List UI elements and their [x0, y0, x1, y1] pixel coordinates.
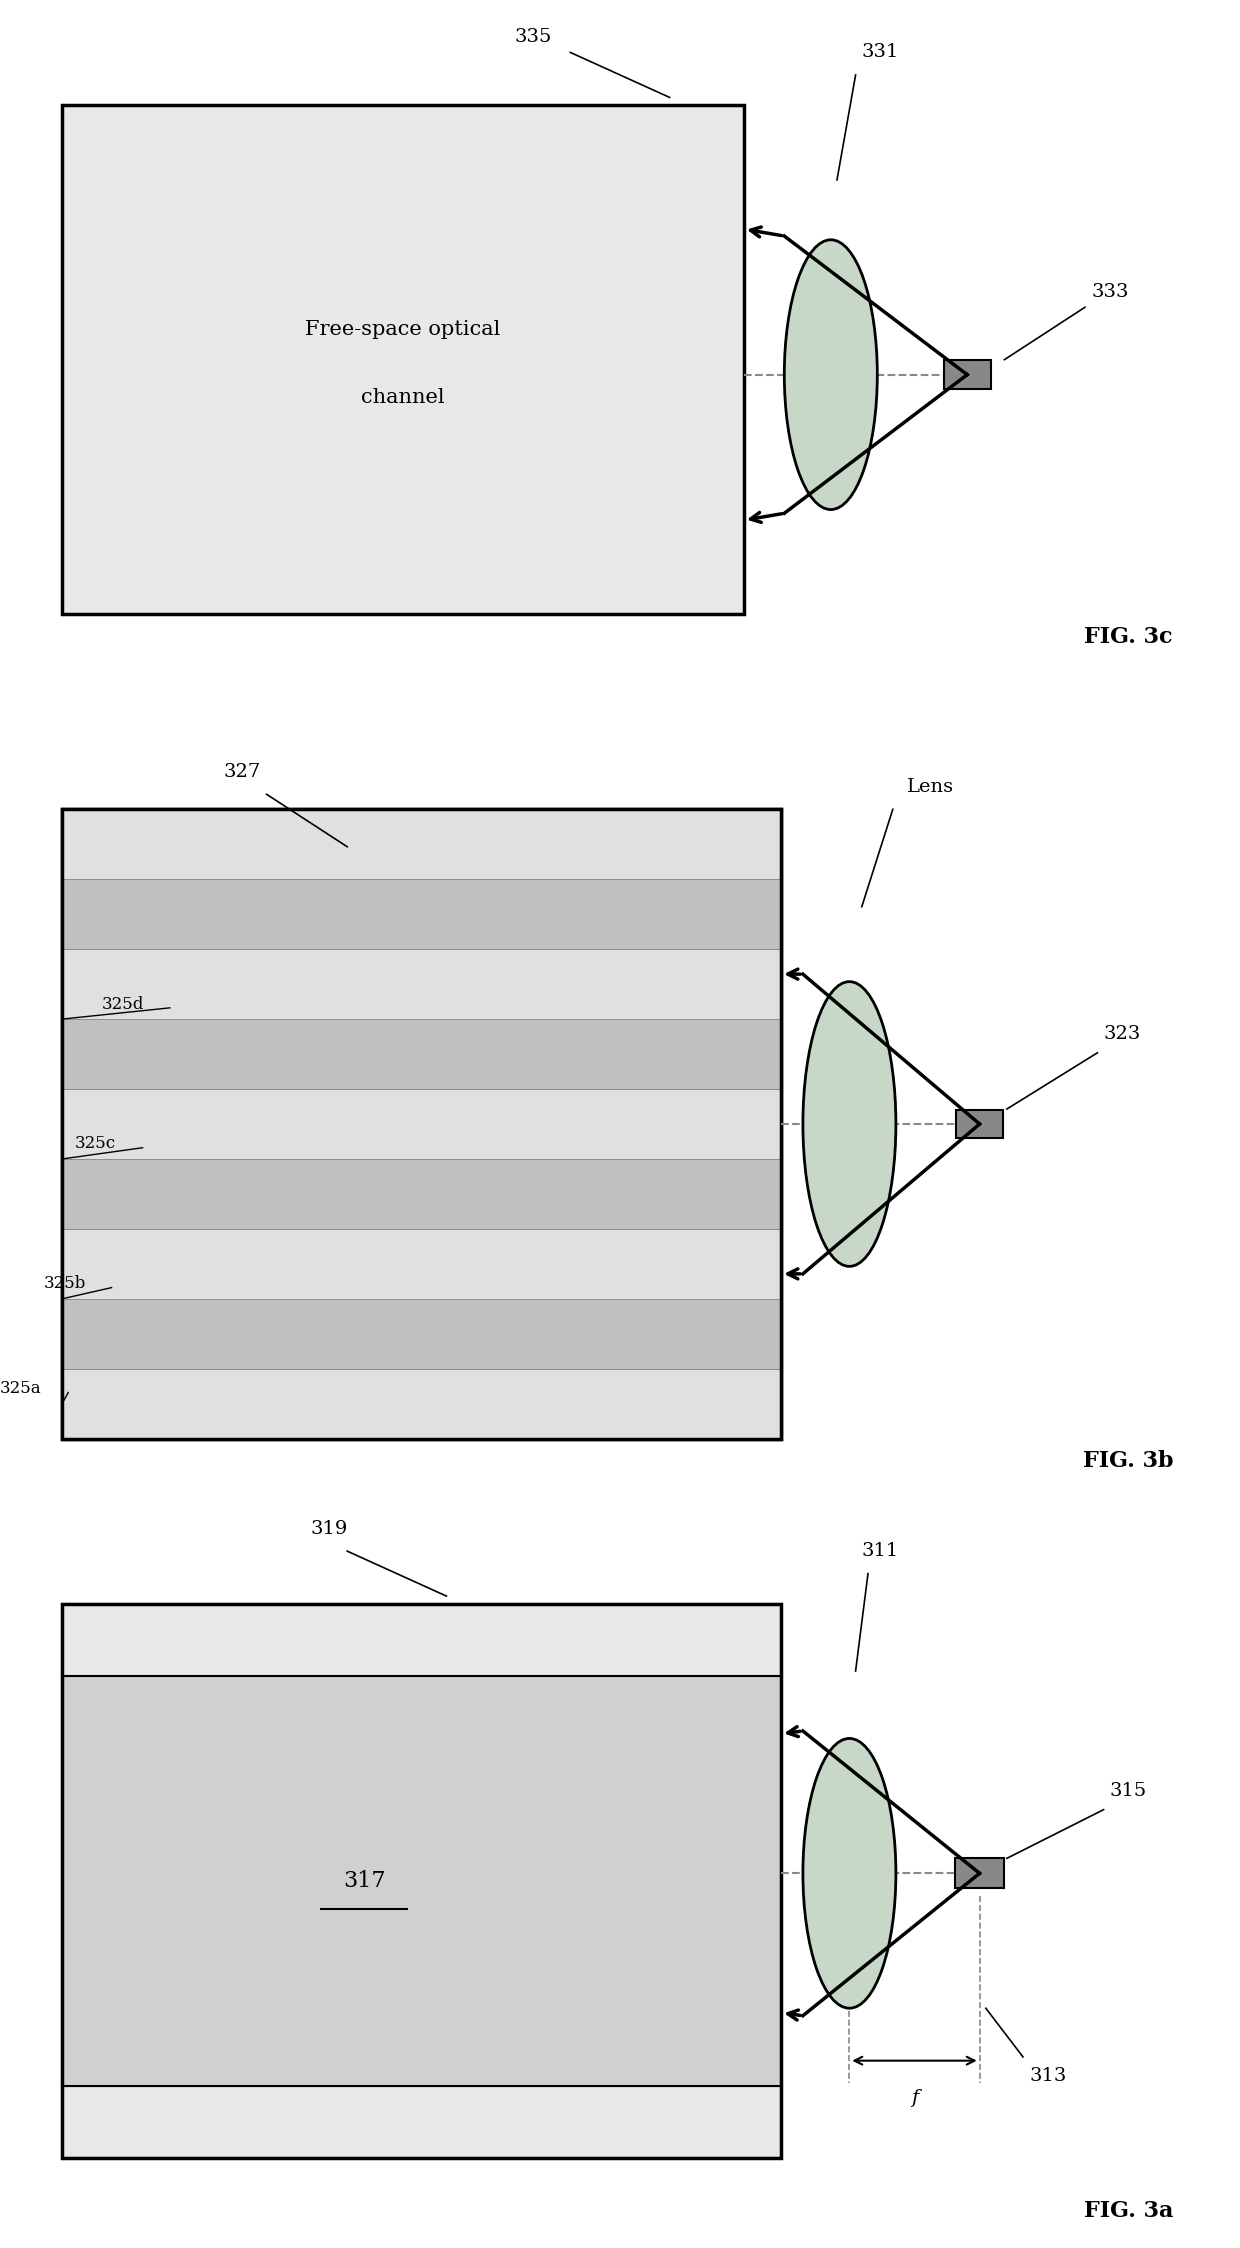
Bar	[62, 1603, 781, 1675]
Bar	[62, 809, 781, 1439]
Text: FIG. 3a: FIG. 3a	[1084, 2199, 1173, 2221]
Text: 311: 311	[862, 1542, 899, 1560]
Bar	[62, 2086, 781, 2158]
Bar	[62, 1160, 781, 1230]
Text: FIG. 3b: FIG. 3b	[1084, 1450, 1173, 1472]
Text: Free-space optical: Free-space optical	[305, 319, 501, 339]
Text: 327: 327	[223, 762, 260, 780]
Ellipse shape	[804, 1738, 895, 2007]
Text: f: f	[911, 2088, 918, 2106]
Bar	[62, 879, 781, 949]
Bar	[62, 106, 744, 614]
Text: 317: 317	[342, 1870, 386, 1893]
Bar	[944, 360, 991, 389]
Bar	[62, 1088, 781, 1160]
Text: FIG. 3c: FIG. 3c	[1084, 625, 1173, 647]
Text: 333: 333	[1091, 283, 1128, 301]
Bar	[62, 1603, 781, 2158]
Text: 319: 319	[310, 1520, 347, 1538]
Text: 323: 323	[1104, 1025, 1141, 1043]
Bar	[62, 949, 781, 1018]
Text: 331: 331	[862, 43, 899, 61]
Bar	[62, 1675, 781, 2086]
Bar	[62, 809, 781, 879]
Bar	[955, 1859, 1004, 1888]
Text: Lens: Lens	[906, 778, 954, 796]
Text: channel: channel	[361, 387, 445, 407]
Bar	[62, 1369, 781, 1439]
Text: 325a: 325a	[0, 1380, 42, 1398]
Bar	[956, 1111, 1003, 1137]
Bar	[62, 1230, 781, 1299]
Bar	[62, 809, 781, 1439]
Text: 325d: 325d	[102, 996, 144, 1012]
Text: 325c: 325c	[74, 1135, 115, 1153]
Bar	[62, 1018, 781, 1088]
Bar	[62, 1299, 781, 1369]
Ellipse shape	[785, 241, 878, 510]
Text: 325b: 325b	[43, 1275, 86, 1293]
Ellipse shape	[804, 982, 895, 1266]
Text: 315: 315	[1110, 1783, 1147, 1801]
Text: 313: 313	[1029, 2066, 1066, 2084]
Text: 335: 335	[515, 29, 552, 47]
